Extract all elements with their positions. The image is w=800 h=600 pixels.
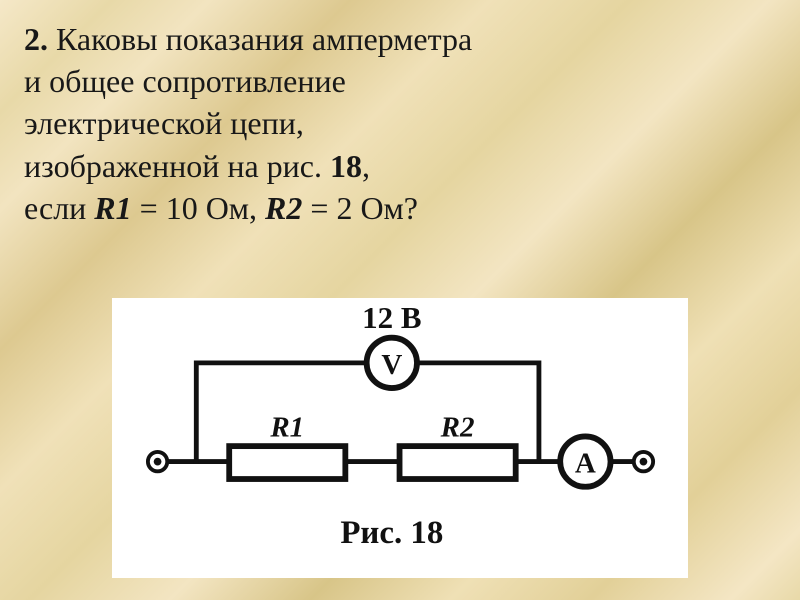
q-line4a: изображенной на рис. bbox=[24, 148, 330, 184]
resistor-r1-label: R1 bbox=[269, 411, 304, 443]
q-line2: и общее сопротивление bbox=[24, 63, 346, 99]
q-line5c: = 2 Ом? bbox=[302, 190, 418, 226]
q-line3: электрической цепи, bbox=[24, 105, 304, 141]
circuit-figure: R1 R2 V 12 В А Рис. 18 bbox=[112, 298, 688, 578]
q-line5a: если bbox=[24, 190, 94, 226]
ammeter-symbol: А bbox=[575, 448, 596, 480]
question-number: 2. bbox=[24, 21, 48, 57]
circuit-inner: R1 R2 V 12 В А Рис. 18 bbox=[113, 299, 687, 577]
terminal-left bbox=[148, 452, 167, 471]
q-line4c: , bbox=[362, 148, 370, 184]
q-r1: R1 bbox=[94, 190, 131, 226]
terminal-right bbox=[634, 452, 653, 471]
circuit-svg: R1 R2 V 12 В А Рис. 18 bbox=[113, 299, 689, 570]
resistor-r1 bbox=[229, 446, 345, 479]
voltmeter-symbol: V bbox=[381, 349, 402, 381]
resistor-r2 bbox=[400, 446, 516, 479]
resistor-r2-label: R2 bbox=[440, 411, 475, 443]
q-r2: R2 bbox=[265, 190, 302, 226]
question-text: 2. Каковы показания амперметра и общее с… bbox=[24, 18, 776, 229]
slide: 2. Каковы показания амперметра и общее с… bbox=[0, 0, 800, 600]
q-line4b: 18 bbox=[330, 148, 362, 184]
figure-caption: Рис. 18 bbox=[340, 515, 443, 551]
voltmeter-reading: 12 В bbox=[362, 300, 421, 335]
q-line1: Каковы показания амперметра bbox=[56, 21, 472, 57]
q-line5b: = 10 Ом, bbox=[132, 190, 265, 226]
